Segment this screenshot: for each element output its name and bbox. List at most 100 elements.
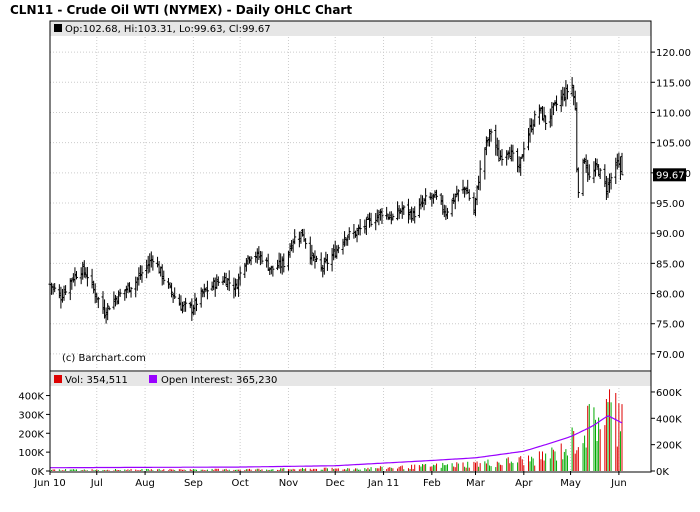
- ohlc-bar: [555, 95, 559, 112]
- ohlc-bar: [271, 265, 275, 277]
- ohlc-bar: [293, 229, 297, 245]
- date-tick-label: Apr: [515, 478, 533, 489]
- ohlc-bar: [184, 297, 188, 312]
- ohlc-bar: [315, 255, 319, 262]
- ohlc-bar: [118, 288, 122, 297]
- price-axis: 70.0075.0080.0085.0090.0095.00100.00105.…: [651, 48, 691, 361]
- ohlc-bar: [106, 303, 110, 321]
- price-tick-label: 120.00: [656, 48, 691, 59]
- ohlc-bar: [238, 266, 242, 286]
- ohlc-bar: [336, 244, 340, 254]
- volume-tick-label: 200K: [18, 429, 44, 440]
- price-legend: Op:102.68, Hi:103.31, Lo:99.63, Cl:99.67: [65, 24, 271, 35]
- date-tick-label: Oct: [231, 478, 248, 489]
- volume-legend: Vol: 354,511: [65, 375, 128, 386]
- ohlc-bar: [500, 148, 504, 166]
- ohlc-bar: [64, 285, 68, 296]
- price-tick-label: 95.00: [656, 199, 685, 210]
- ohlc-bar: [347, 227, 351, 240]
- date-tick-label: Jun: [610, 478, 627, 489]
- price-tick-label: 75.00: [656, 320, 685, 331]
- ohlc-bar: [173, 287, 177, 300]
- ohlc-bar: [96, 296, 100, 309]
- ohlc-bar: [85, 266, 89, 287]
- date-tick-label: Jul: [90, 478, 103, 489]
- ohlc-bar: [402, 205, 406, 215]
- price-legend-bar: [50, 21, 651, 36]
- price-tick-label: 90.00: [656, 229, 685, 240]
- last-price-label: 99.67: [656, 170, 685, 181]
- ohlc-bar: [260, 251, 264, 265]
- ohlc-bar: [140, 265, 144, 283]
- ohlc-bar: [445, 207, 449, 220]
- last-price-badge: [653, 168, 686, 182]
- volume-tick-label: 0K: [31, 467, 44, 478]
- volume-tick-label: 400K: [18, 392, 44, 403]
- date-tick-label: Sep: [184, 478, 203, 489]
- date-tick-label: Nov: [279, 478, 299, 489]
- open-interest-tick-label: 600K: [656, 388, 682, 399]
- ohlc-bar: [620, 152, 624, 176]
- volume-axis: 0K 100K 200K 300K 400K 0K 200K 400K 600K: [18, 388, 682, 478]
- volume-legend-bar: [50, 372, 651, 386]
- date-tick-label: May: [560, 478, 581, 489]
- ohlc-bar: [598, 168, 602, 180]
- date-tick-label: Jun 10: [33, 478, 66, 489]
- ohlc-bar: [358, 219, 362, 236]
- date-tick-label: Aug: [135, 478, 155, 489]
- ohlc-bar: [380, 207, 384, 225]
- copyright-text: (c) Barchart.com: [62, 353, 146, 364]
- ohlc-bar: [544, 115, 548, 131]
- price-panel: [49, 20, 652, 372]
- ohlc-bar: [195, 297, 199, 312]
- ohlc-bar: [542, 106, 546, 123]
- price-tick-label: 110.00: [656, 108, 691, 119]
- price-tick-label: 115.00: [656, 78, 691, 89]
- volume-legend-swatch: [54, 375, 62, 383]
- ohlc-bar: [522, 141, 526, 162]
- ohlc-bar: [310, 244, 314, 266]
- ohlc-bar: [170, 282, 174, 298]
- chart-title: CLN11 - Crude Oil WTI (NYMEX) - Daily OH…: [10, 3, 352, 17]
- ohlc-bar: [107, 306, 111, 311]
- date-tick-label: Jan 11: [367, 478, 399, 489]
- ohlc-bar: [609, 172, 613, 190]
- ohlc-bar: [511, 144, 515, 162]
- ohlc-bar: [74, 271, 78, 280]
- date-axis: Jun 10 Jul Aug Sep Oct Nov Dec Jan 11 Feb Mar Apr M…: [33, 471, 627, 489]
- ohlc-bar: [497, 139, 501, 162]
- ohlc-bar: [282, 253, 286, 273]
- ohlc-bar: [205, 280, 209, 300]
- open-interest-line: [50, 415, 623, 469]
- ohlc-bar: [216, 276, 220, 286]
- ohlc-bar: [249, 256, 253, 266]
- ohlc-bar: [456, 189, 460, 202]
- price-tick-label: 85.00: [656, 259, 685, 270]
- ohlc-bar: [413, 206, 417, 224]
- open-interest-tick-label: 0K: [656, 467, 669, 478]
- ohlc-bar: [325, 253, 329, 271]
- date-tick-label: Dec: [326, 478, 345, 489]
- ohlc-bar: [453, 193, 457, 210]
- ohlc-bar: [467, 189, 471, 201]
- ohlc-bar: [162, 270, 166, 285]
- date-tick-label: Feb: [423, 478, 441, 489]
- ohlc-bar: [391, 213, 395, 221]
- ohlc-bar: [424, 188, 428, 205]
- volume-bars: [49, 389, 623, 471]
- open-interest-legend-swatch: [149, 375, 157, 383]
- ohlc-bar: [129, 286, 133, 298]
- price-grid: [49, 37, 651, 369]
- price-legend-swatch: [54, 24, 62, 32]
- ohlc-bar: [435, 189, 439, 200]
- ohlc-bar: [53, 283, 57, 293]
- ohlc-bar: [151, 255, 155, 271]
- price-tick-label: 105.00: [656, 139, 691, 150]
- volume-tick-label: 100K: [18, 448, 44, 459]
- ohlc-bar: [369, 212, 373, 227]
- ohlc-bar: [304, 238, 308, 249]
- date-tick-label: Mar: [466, 478, 486, 489]
- price-tick-label: 70.00: [656, 350, 685, 361]
- ohlc-bar: [478, 160, 482, 191]
